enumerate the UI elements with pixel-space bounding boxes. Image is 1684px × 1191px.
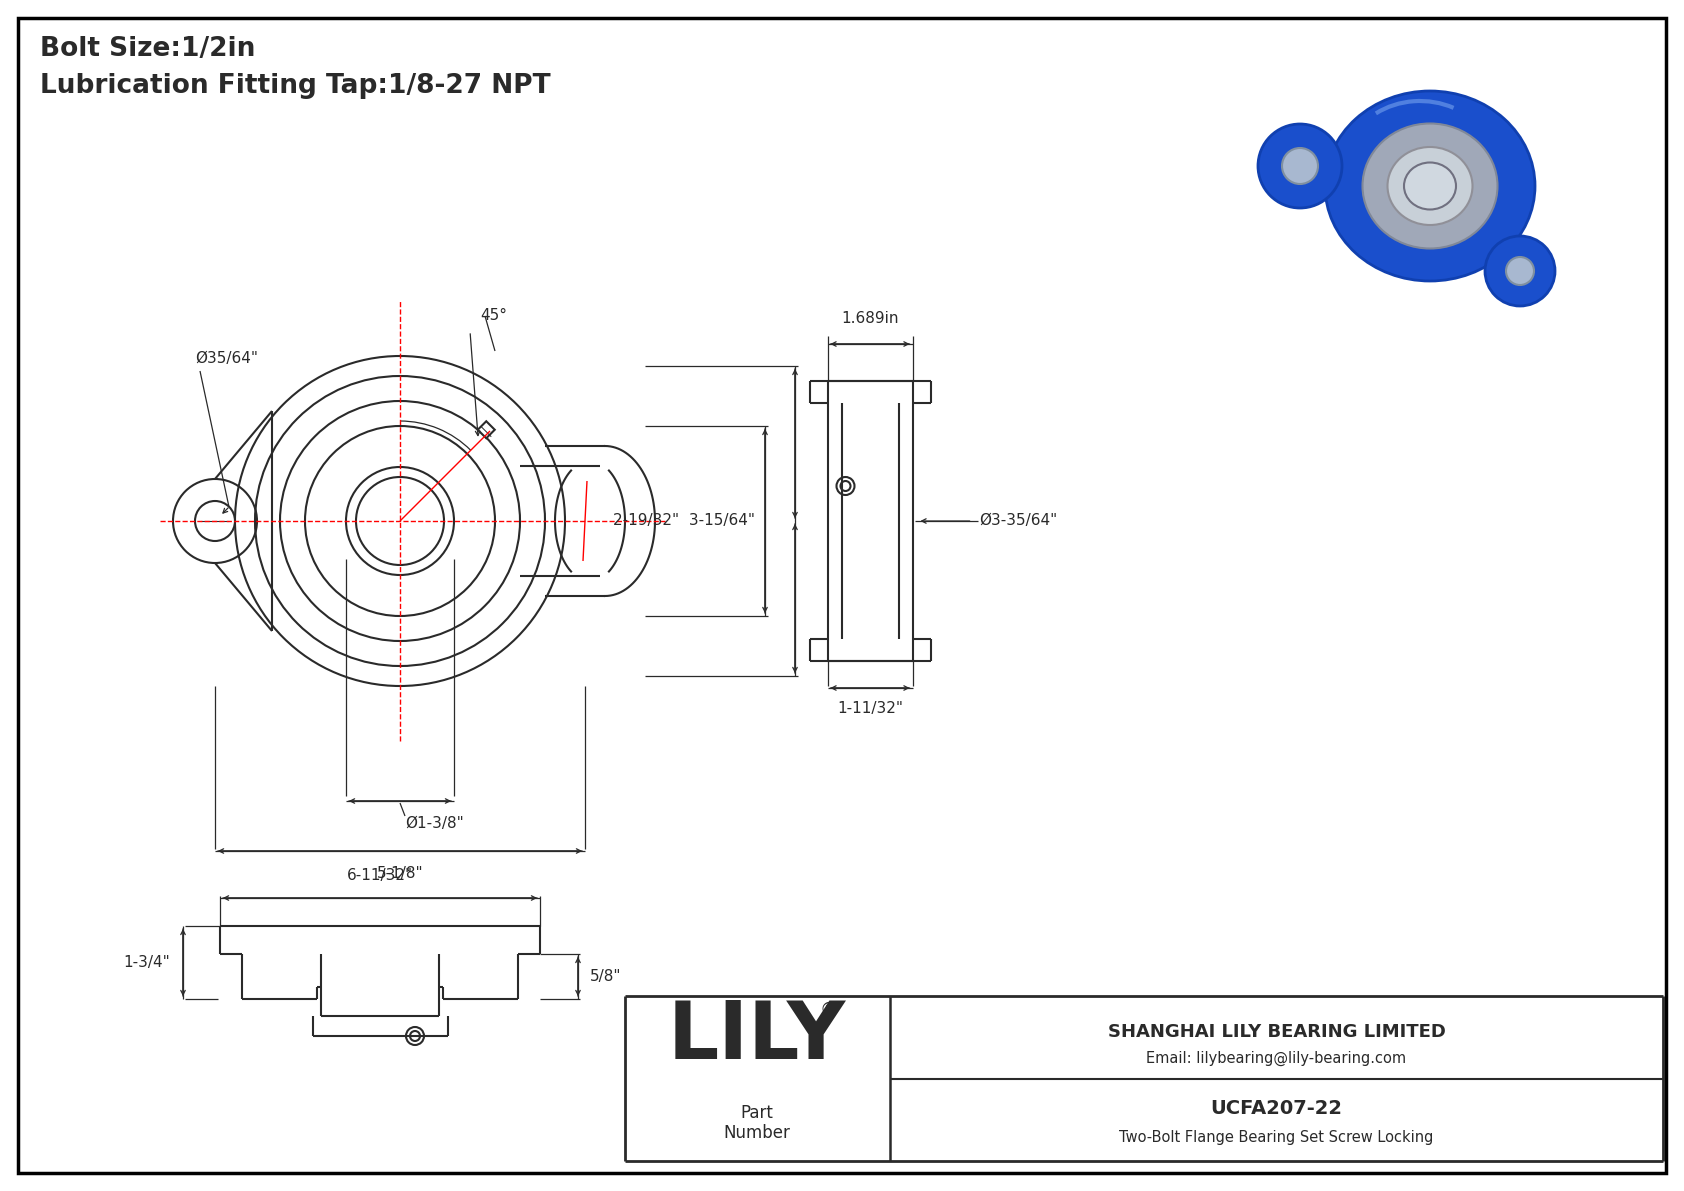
Text: 45°: 45°: [480, 308, 507, 324]
Bar: [478, 422, 495, 438]
Circle shape: [1485, 236, 1554, 306]
Text: 5-1/8": 5-1/8": [377, 866, 423, 881]
Ellipse shape: [1362, 124, 1497, 249]
Text: Bolt Size:1/2in: Bolt Size:1/2in: [40, 36, 256, 62]
Text: 5/8": 5/8": [589, 969, 621, 984]
Text: SHANGHAI LILY BEARING LIMITED: SHANGHAI LILY BEARING LIMITED: [1108, 1023, 1445, 1041]
Circle shape: [1282, 148, 1319, 183]
Text: Ø3-35/64": Ø3-35/64": [980, 513, 1058, 529]
Text: 6-11/32": 6-11/32": [347, 868, 413, 883]
Text: Part
Number: Part Number: [724, 1104, 790, 1142]
Text: Lubrication Fitting Tap:1/8-27 NPT: Lubrication Fitting Tap:1/8-27 NPT: [40, 73, 551, 99]
Text: ®: ®: [820, 1000, 839, 1018]
Text: Ø35/64": Ø35/64": [195, 351, 258, 366]
Text: LILY: LILY: [669, 998, 845, 1077]
Ellipse shape: [1404, 162, 1457, 210]
Ellipse shape: [1388, 146, 1472, 225]
Text: Ø1-3/8": Ø1-3/8": [404, 816, 463, 831]
Text: UCFA207-22: UCFA207-22: [1211, 1099, 1342, 1117]
Circle shape: [1258, 124, 1342, 208]
Text: 1-11/32": 1-11/32": [837, 701, 903, 716]
Text: Two-Bolt Flange Bearing Set Screw Locking: Two-Bolt Flange Bearing Set Screw Lockin…: [1120, 1130, 1433, 1146]
Text: 1.689in: 1.689in: [842, 311, 899, 326]
Text: Email: lilybearing@lily-bearing.com: Email: lilybearing@lily-bearing.com: [1147, 1052, 1406, 1066]
Ellipse shape: [1325, 91, 1536, 281]
Circle shape: [1505, 257, 1534, 285]
Text: 2-19/32"  3-15/64": 2-19/32" 3-15/64": [613, 513, 754, 529]
Text: 1-3/4": 1-3/4": [123, 955, 170, 969]
